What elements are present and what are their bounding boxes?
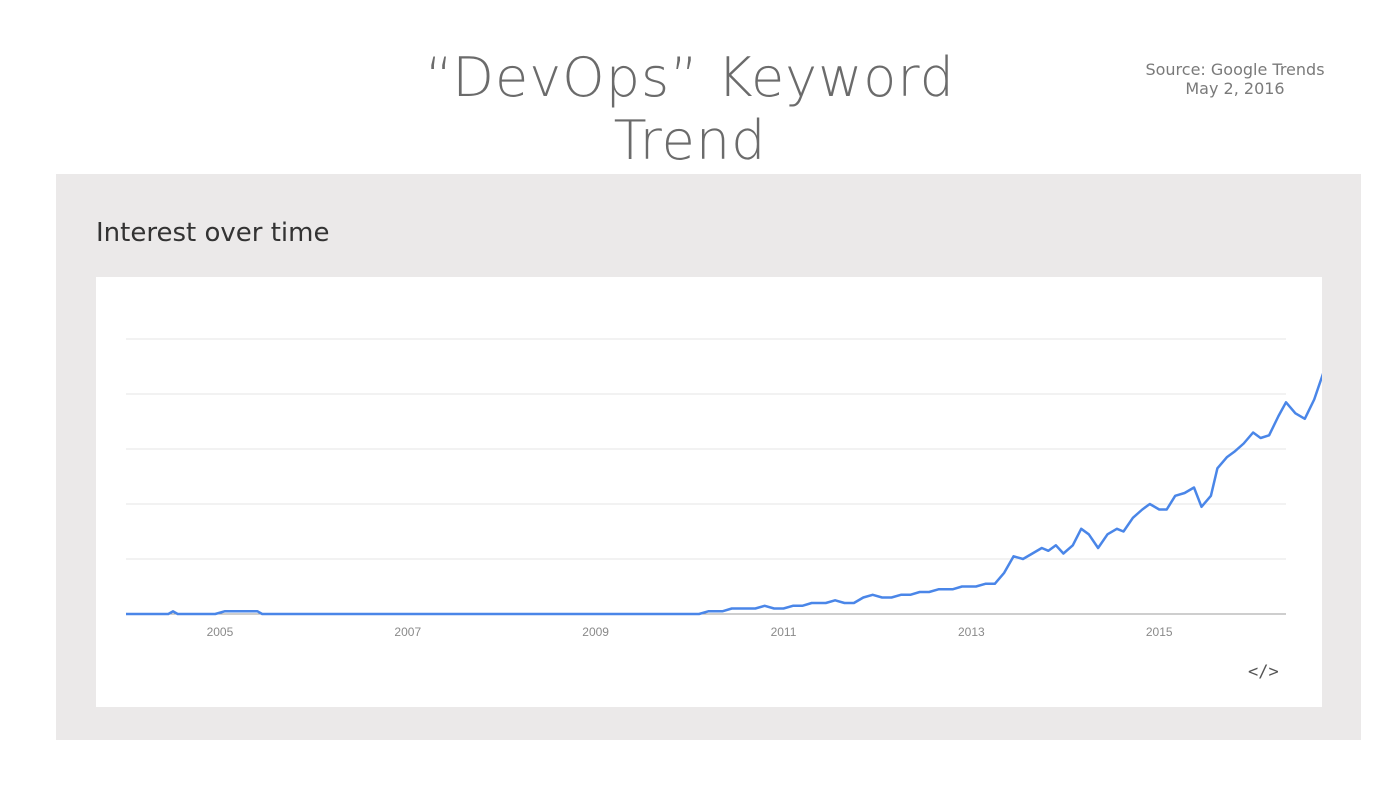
source-line: Source: Google Trends — [1145, 60, 1325, 79]
x-tick-label: 2005 — [207, 625, 234, 639]
x-tick-label: 2013 — [958, 625, 985, 639]
slide-title: “DevOps” Keyword Trend — [425, 46, 955, 172]
series-line — [126, 372, 1322, 616]
x-tick-label: 2015 — [1146, 625, 1173, 639]
x-tick-label: 2009 — [582, 625, 609, 639]
x-tick-label: 2011 — [771, 625, 797, 639]
x-tick-label: 2007 — [394, 625, 421, 639]
chart-card: 2005 2007 2009 2011 2013 2015 — [96, 277, 1322, 707]
embed-code-icon[interactable]: </> — [1248, 662, 1279, 682]
source-note: Source: Google Trends May 2, 2016 — [1110, 60, 1360, 98]
interest-chart: 2005 2007 2009 2011 2013 2015 — [126, 338, 1322, 639]
panel-heading: Interest over time — [96, 218, 330, 248]
source-date: May 2, 2016 — [1185, 79, 1285, 98]
